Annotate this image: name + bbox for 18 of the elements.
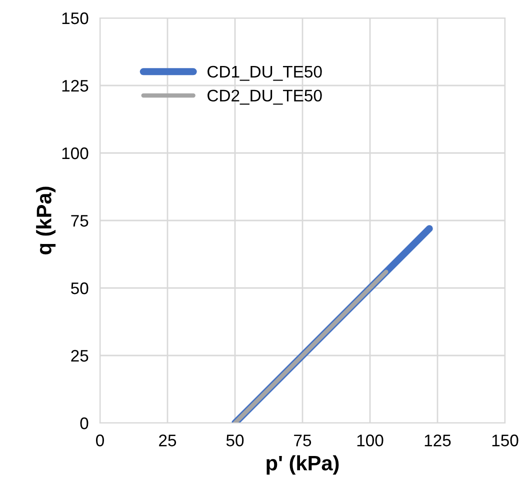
legend-label: CD1_DU_TE50 xyxy=(208,66,322,81)
x-tick-label: 50 xyxy=(226,434,244,446)
y-tick-label: 0 xyxy=(80,417,88,430)
x-tick-label: 25 xyxy=(159,434,176,446)
x-tick-label: 150 xyxy=(492,434,518,446)
x-tick-label: 0 xyxy=(96,434,104,446)
legend-label: CD2_DU_TE50 xyxy=(208,90,322,105)
y-axis-title: q (kPa) xyxy=(36,186,56,254)
x-axis-title: p' (kPa) xyxy=(266,455,339,475)
x-tick-label: 125 xyxy=(424,434,451,446)
x-tick-label: 100 xyxy=(357,434,384,446)
y-tick-label: 100 xyxy=(62,147,88,160)
y-tick-label: 75 xyxy=(71,215,88,227)
y-tick-label: 125 xyxy=(62,80,88,92)
y-tick-label: 150 xyxy=(62,12,88,24)
x-tick-label: 75 xyxy=(294,434,312,446)
y-tick-label: 25 xyxy=(71,350,88,362)
y-tick-label: 50 xyxy=(71,282,88,294)
